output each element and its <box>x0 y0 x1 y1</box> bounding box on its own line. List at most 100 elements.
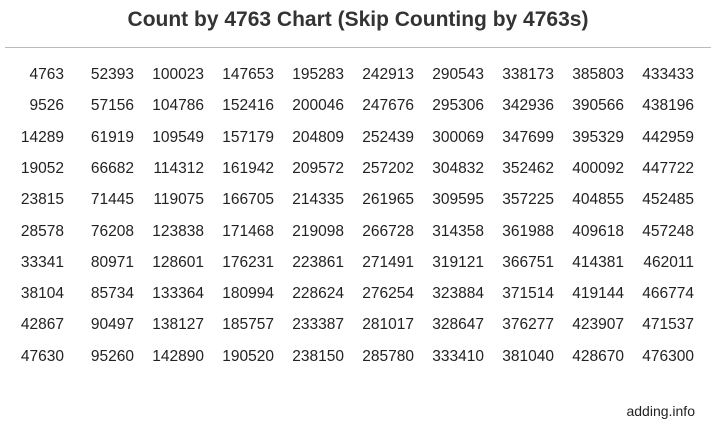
table-cell: 428670 <box>572 347 624 365</box>
table-cell: 95260 <box>90 347 134 365</box>
table-cell: 390566 <box>572 97 624 115</box>
table-cell: 76208 <box>90 222 134 240</box>
table-cell: 252439 <box>362 128 414 146</box>
table-cell: 266728 <box>362 222 414 240</box>
table-cell: 119075 <box>153 191 204 209</box>
table-cell: 52393 <box>90 66 134 83</box>
table-cell: 61919 <box>90 128 134 146</box>
table-cell: 433433 <box>642 66 694 83</box>
table-cell: 395329 <box>572 128 624 146</box>
table-cell: 328647 <box>432 316 484 334</box>
table-cell: 276254 <box>362 285 414 303</box>
table-cell: 185757 <box>222 316 274 334</box>
table-cell: 4763 <box>29 66 64 83</box>
table-cell: 419144 <box>572 285 624 303</box>
table-cell: 304832 <box>432 159 484 177</box>
table-cell: 238150 <box>292 347 344 365</box>
table-cell: 319121 <box>432 253 484 271</box>
table-cell: 371514 <box>502 285 554 303</box>
table-cell: 123838 <box>152 222 204 240</box>
table-cell: 28578 <box>20 222 64 240</box>
table-cell: 376277 <box>502 316 554 334</box>
table-cell: 476300 <box>642 347 694 365</box>
table-cell: 142890 <box>152 347 204 365</box>
table-cell: 171468 <box>222 222 274 240</box>
table-cell: 233387 <box>292 316 344 334</box>
table-cell: 100023 <box>152 66 204 83</box>
table-cell: 257202 <box>362 159 414 177</box>
chart-title: Count by 4763 Chart (Skip Counting by 47… <box>127 8 589 31</box>
table-cell: 180994 <box>222 285 274 303</box>
table-cell: 33341 <box>20 253 64 271</box>
table-cell: 14289 <box>20 128 64 146</box>
table-cell: 385803 <box>572 66 624 83</box>
table-cell: 462011 <box>643 253 694 271</box>
table-cell: 219098 <box>292 222 344 240</box>
table-cell: 404855 <box>572 191 624 209</box>
table-cell: 247676 <box>362 97 414 115</box>
table-cell: 23815 <box>20 191 64 209</box>
table-cell: 209572 <box>292 159 344 177</box>
table-cell: 66682 <box>90 159 134 177</box>
table-cell: 214335 <box>292 191 344 209</box>
table-cell: 80971 <box>90 253 134 271</box>
table-cell: 152416 <box>222 97 274 115</box>
table-cell: 200046 <box>292 97 344 115</box>
table-cell: 242913 <box>362 66 414 83</box>
table-cell: 128601 <box>152 253 204 271</box>
table-cell: 147653 <box>222 66 274 83</box>
table-cell: 42867 <box>20 316 64 334</box>
table-cell: 352462 <box>502 159 554 177</box>
table-cell: 85734 <box>90 285 134 303</box>
table-cell: 157179 <box>222 128 274 146</box>
table-cell: 452485 <box>642 191 694 209</box>
table-cell: 290543 <box>432 66 484 83</box>
table-cell: 47630 <box>20 347 64 365</box>
table-cell: 261965 <box>362 191 414 209</box>
table-cell: 138127 <box>152 316 204 334</box>
table-cell: 271491 <box>362 253 414 271</box>
table-cell: 457248 <box>642 222 694 240</box>
table-cell: 442959 <box>642 128 694 146</box>
table-cell: 381040 <box>502 347 554 365</box>
table-cell: 38104 <box>20 285 64 303</box>
table-cell: 285780 <box>362 347 414 365</box>
table-cell: 176231 <box>222 253 274 271</box>
table-cell: 19052 <box>20 159 64 177</box>
table-cell: 357225 <box>502 191 554 209</box>
table-cell: 223861 <box>292 253 344 271</box>
table-cell: 295306 <box>432 97 484 115</box>
table-cell: 471537 <box>642 316 694 334</box>
table-cell: 438196 <box>642 97 694 115</box>
table-cell: 133364 <box>152 285 204 303</box>
table-cell: 71445 <box>90 191 134 209</box>
table-cell: 114312 <box>153 159 204 177</box>
table-cell: 228624 <box>292 285 344 303</box>
table-cell: 109549 <box>152 128 204 146</box>
table-cell: 309595 <box>432 191 484 209</box>
table-cell: 323884 <box>432 285 484 303</box>
table-cell: 314358 <box>432 222 484 240</box>
table-cell: 338173 <box>502 66 554 83</box>
table-cell: 414381 <box>572 253 624 271</box>
table-cell: 281017 <box>362 316 414 334</box>
table-cell: 161942 <box>222 159 274 177</box>
table-cell: 9526 <box>29 97 64 115</box>
table-cell: 409618 <box>572 222 624 240</box>
table-cell: 204809 <box>292 128 344 146</box>
table-cell: 466774 <box>642 285 694 303</box>
table-cell: 104786 <box>152 97 204 115</box>
table-cell: 342936 <box>502 97 554 115</box>
table-cell: 361988 <box>502 222 554 240</box>
table-cell: 347699 <box>502 128 554 146</box>
table-cell: 190520 <box>222 347 274 365</box>
table-cell: 333410 <box>432 347 484 365</box>
table-cell: 447722 <box>642 159 694 177</box>
table-cell: 366751 <box>502 253 554 271</box>
table-cell: 90497 <box>90 316 134 334</box>
table-cell: 195283 <box>292 66 344 83</box>
title-divider <box>5 47 711 48</box>
site-credit: adding.info <box>626 403 695 419</box>
table-cell: 400092 <box>572 159 624 177</box>
table-cell: 300069 <box>432 128 484 146</box>
